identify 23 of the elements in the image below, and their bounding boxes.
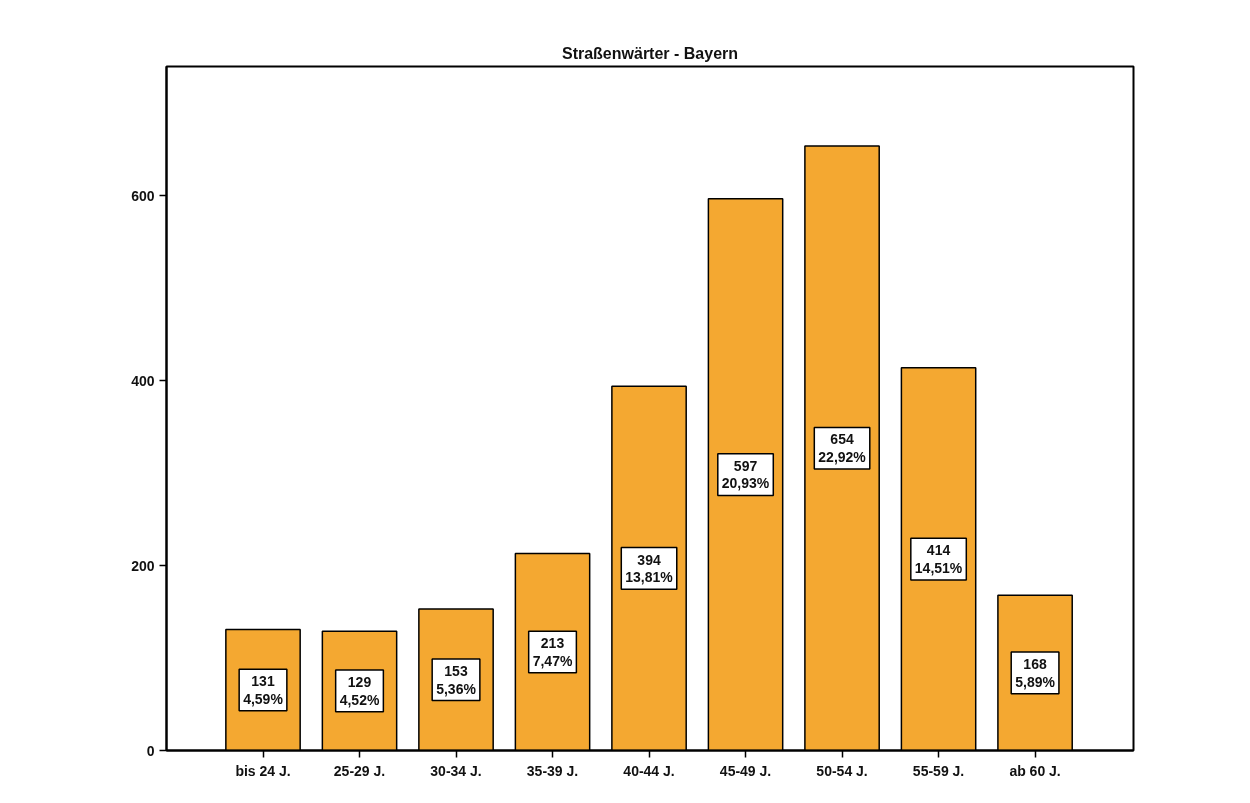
y-tick-label: 200: [131, 557, 155, 574]
x-tick-label: bis 24 J.: [235, 762, 291, 779]
data-label: 654 22,92%: [818, 431, 867, 466]
data-label: 129 4,52%: [339, 674, 380, 708]
x-tick-label: 45-49 J.: [719, 762, 772, 779]
y-tick-label: 400: [131, 372, 155, 389]
chart-title: Straßenwärter - Bayern: [561, 44, 739, 62]
x-tick-label: 40-44 J.: [623, 762, 675, 779]
y-tick-label: 600: [131, 187, 155, 204]
data-label: 414 14,51%: [914, 542, 963, 576]
x-tick-label: ab 60 J.: [1009, 762, 1061, 779]
data-label: 153 5,36%: [436, 662, 477, 697]
x-tick-label: 25-29 J.: [333, 762, 386, 779]
x-tick-label: 35-39 J.: [526, 762, 579, 779]
x-tick-label: 30-34 J.: [430, 762, 482, 779]
data-label: 213 7,47%: [532, 635, 573, 669]
data-label: 597 20,93%: [721, 457, 770, 492]
y-tick-label: 0: [146, 742, 155, 759]
data-label: 394 13,81%: [625, 551, 674, 586]
x-tick-label: 50-54 J.: [816, 762, 868, 779]
x-tick-label: 55-59 J.: [912, 762, 965, 779]
data-label: 168 5,89%: [1015, 656, 1056, 690]
data-label: 131 4,59%: [243, 673, 284, 707]
